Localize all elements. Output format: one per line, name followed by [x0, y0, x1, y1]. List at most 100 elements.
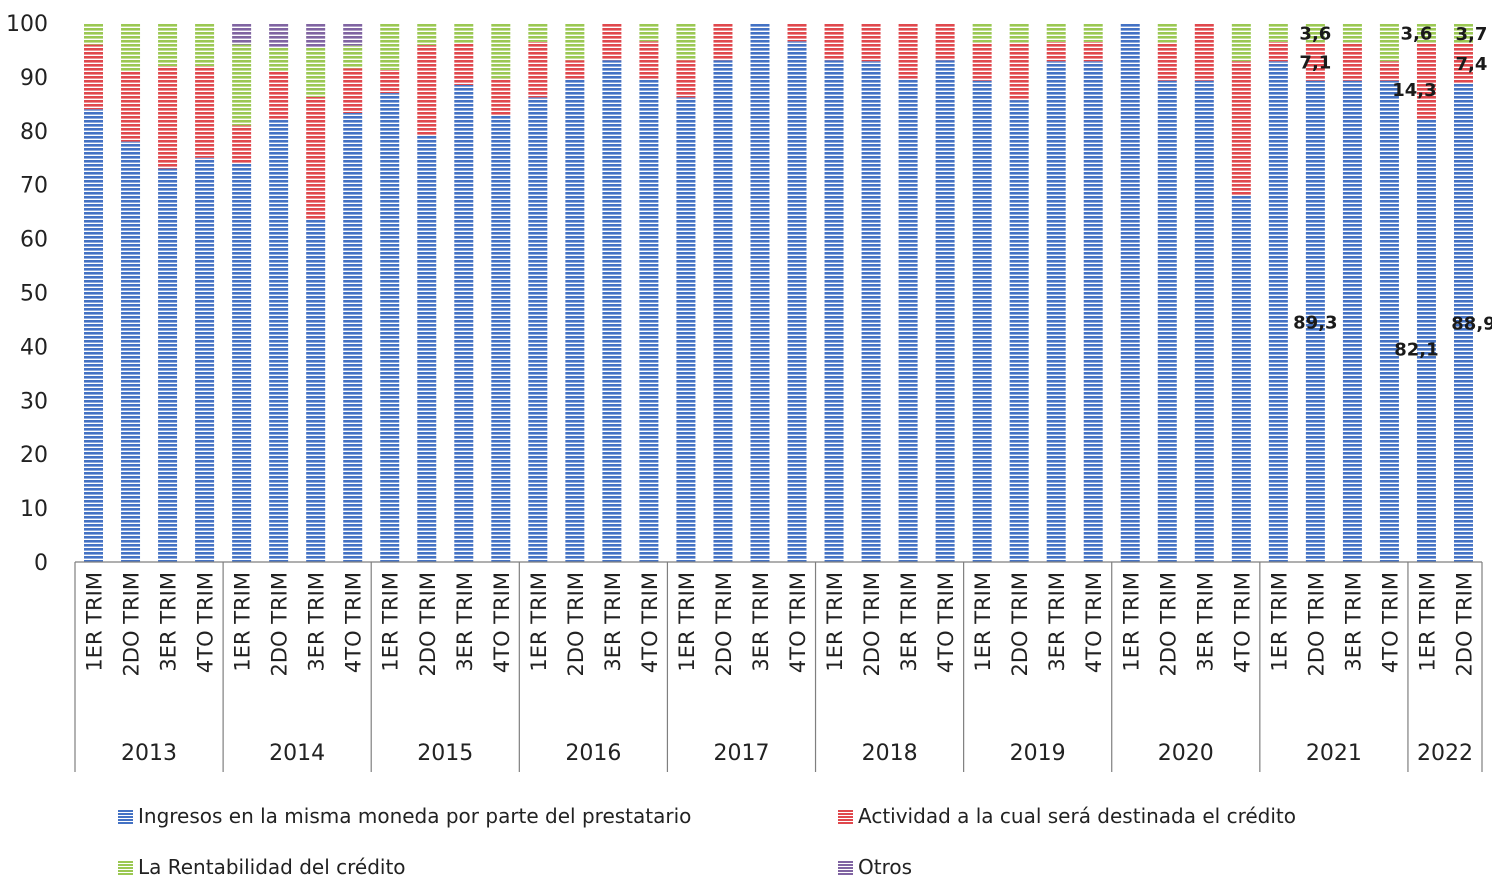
bar-segment-actividad-a-21	[824, 23, 844, 61]
bar-segment-la-rentabilidad-30	[1157, 23, 1177, 43]
x-tick-label-25: 1ER TRIM	[971, 572, 995, 672]
legend-label-otros: Otros	[858, 855, 913, 879]
data-label-34-3: 3,6	[1299, 24, 1331, 45]
bar-segment-otros-6	[269, 23, 289, 48]
bar-segment-ingresos-en-8	[343, 113, 363, 562]
bar-segment-ingresos-en-35	[1342, 80, 1362, 563]
x-tick-label-21: 1ER TRIM	[823, 572, 847, 672]
bar-segment-actividad-a-7	[306, 96, 326, 220]
data-label-34-2: 7,1	[1299, 53, 1331, 74]
bar-segment-la-rentabilidad-37	[1416, 23, 1436, 43]
bar-segment-ingresos-en-34	[1305, 80, 1325, 563]
year-label-2019: 2019	[1010, 741, 1066, 766]
legend-swatch-actividad	[838, 808, 853, 824]
data-label-38-2: 7,4	[1456, 54, 1488, 75]
y-tick-label-10: 10	[20, 497, 48, 522]
x-tick-label-19: 3ER TRIM	[749, 572, 773, 672]
x-tick-label-5: 1ER TRIM	[231, 572, 255, 672]
x-tick-label-15: 3ER TRIM	[601, 572, 625, 672]
bar-segment-otros-7	[306, 23, 326, 48]
x-tick-label-10: 2DO TRIM	[416, 572, 440, 676]
bar-segment-actividad-a-8	[343, 68, 363, 114]
bar-segment-ingresos-en-30	[1157, 80, 1177, 563]
x-tick-label-4: 4TO TRIM	[194, 572, 218, 673]
bar-segment-la-rentabilidad-14	[565, 23, 585, 61]
legend-swatch-ingresos	[118, 808, 133, 824]
bar-segment-actividad-a-36	[1379, 61, 1399, 81]
x-tick-label-29: 1ER TRIM	[1119, 572, 1143, 672]
bar-segment-actividad-a-32	[1231, 61, 1251, 197]
bar-segment-ingresos-en-9	[380, 93, 400, 562]
bar-segment-ingresos-en-13	[528, 97, 548, 562]
bar-segment-actividad-a-34	[1305, 42, 1325, 81]
bar-segment-la-rentabilidad-28	[1083, 23, 1103, 42]
year-label-2020: 2020	[1158, 741, 1214, 766]
data-label-37-1: 82,1	[1394, 340, 1438, 361]
x-tick-label-23: 3ER TRIM	[897, 572, 921, 672]
x-tick-label-32: 4TO TRIM	[1230, 572, 1254, 673]
bar-segment-la-rentabilidad-17	[676, 23, 696, 61]
bar-segment-la-rentabilidad-16	[639, 23, 659, 42]
bar-segment-la-rentabilidad-34	[1305, 23, 1325, 43]
bar-segment-otros-5	[232, 23, 252, 45]
x-tick-label-35: 3ER TRIM	[1341, 572, 1365, 672]
bar-segment-actividad-a-15	[602, 23, 622, 61]
bar-segment-ingresos-en-24	[935, 60, 955, 562]
bar-segment-ingresos-en-10	[417, 135, 437, 563]
bar-segment-actividad-a-20	[787, 23, 807, 42]
bar-segment-ingresos-en-38	[1453, 82, 1473, 562]
bars-layer	[84, 23, 1473, 563]
y-tick-label-40: 40	[20, 335, 48, 360]
bar-segment-ingresos-en-36	[1379, 80, 1399, 563]
data-label-38-1: 88,9	[1451, 313, 1492, 334]
x-tick-label-30: 2DO TRIM	[1156, 572, 1180, 676]
x-tick-label-26: 2DO TRIM	[1008, 572, 1032, 676]
bar-segment-actividad-a-28	[1083, 41, 1103, 62]
bar-segment-ingresos-en-27	[1046, 61, 1066, 563]
x-tick-label-11: 3ER TRIM	[453, 572, 477, 672]
year-label-2016: 2016	[565, 741, 621, 766]
bar-segment-actividad-a-33	[1268, 41, 1288, 62]
legend-label-rentabilidad: La Rentabilidad del crédito	[138, 855, 406, 879]
bar-segment-ingresos-en-31	[1194, 80, 1214, 563]
y-tick-label-20: 20	[20, 443, 48, 468]
bar-segment-la-rentabilidad-1	[84, 23, 104, 45]
bar-segment-la-rentabilidad-26	[1009, 23, 1029, 43]
bar-segment-ingresos-en-32	[1231, 196, 1251, 562]
data-label-38-3: 3,7	[1456, 24, 1488, 45]
bar-segment-ingresos-en-19	[750, 23, 770, 562]
bar-segment-ingresos-en-3	[158, 168, 178, 562]
bar-segment-ingresos-en-12	[491, 115, 511, 563]
bar-segment-la-rentabilidad-6	[269, 47, 289, 72]
year-label-2015: 2015	[417, 741, 473, 766]
data-label-34-1: 89,3	[1293, 312, 1337, 333]
bar-segment-actividad-a-13	[528, 41, 548, 98]
bar-segment-la-rentabilidad-38	[1453, 23, 1473, 43]
bar-segment-actividad-a-35	[1342, 42, 1362, 81]
x-tick-label-13: 1ER TRIM	[527, 572, 551, 672]
bar-segment-la-rentabilidad-36	[1379, 23, 1399, 62]
bar-segment-actividad-a-37	[1416, 42, 1436, 120]
legend-item-otros: Otros	[838, 855, 912, 879]
x-tick-label-16: 4TO TRIM	[638, 572, 662, 673]
bar-segment-ingresos-en-37	[1416, 119, 1436, 562]
bar-segment-actividad-a-30	[1157, 42, 1177, 81]
bar-segment-ingresos-en-14	[565, 78, 585, 563]
bar-segment-ingresos-en-26	[1009, 100, 1029, 562]
x-tick-label-9: 1ER TRIM	[379, 572, 403, 672]
bar-segment-actividad-a-5	[232, 125, 252, 164]
bar-segment-la-rentabilidad-5	[232, 44, 252, 126]
bar-segment-la-rentabilidad-8	[343, 45, 363, 69]
legend-label-ingresos: Ingresos en la misma moneda por parte de…	[138, 804, 692, 828]
bar-segment-ingresos-en-2	[121, 141, 141, 562]
bar-segment-ingresos-en-6	[269, 120, 289, 563]
x-tick-label-36: 4TO TRIM	[1378, 572, 1402, 673]
data-label-37-2: 14,3	[1392, 80, 1436, 101]
bar-segment-actividad-a-26	[1009, 42, 1029, 101]
bar-segment-actividad-a-38	[1453, 42, 1473, 83]
bar-segment-actividad-a-14	[565, 60, 585, 79]
y-tick-label-80: 80	[20, 120, 48, 145]
axes-layer: 0 10 20 30 40 50 60 70 80 90 100 1ER TRIM 2DO TRIM 3E…	[6, 12, 1483, 772]
